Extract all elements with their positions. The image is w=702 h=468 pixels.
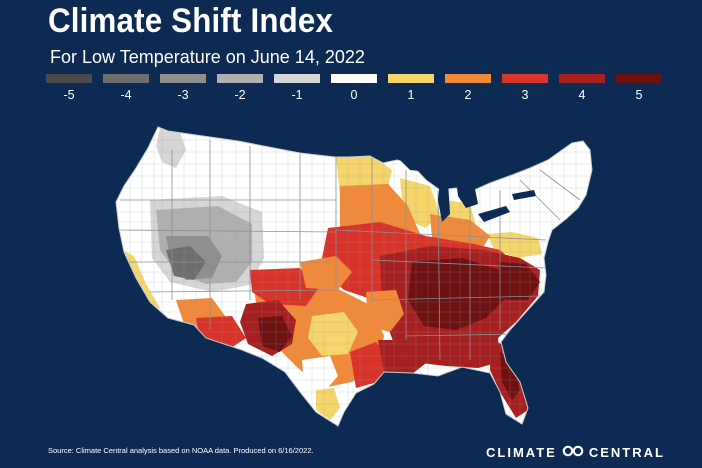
csi-regions	[118, 128, 542, 420]
legend-label: -1	[291, 88, 303, 102]
legend-swatch	[559, 74, 605, 83]
legend-item: 4	[559, 74, 605, 110]
legend-swatch	[616, 74, 662, 83]
legend-item: -4	[103, 74, 149, 110]
brand-name-left: CLIMATE	[486, 445, 557, 460]
legend-label: -4	[120, 88, 132, 102]
lake-superior	[400, 158, 448, 172]
legend-swatch	[445, 74, 491, 83]
legend-swatch	[388, 74, 434, 83]
legend-item: -2	[217, 74, 263, 110]
lake-michigan	[438, 182, 450, 222]
region-ok-orange	[300, 256, 352, 290]
source-note: Source: Climate Central analysis based o…	[48, 446, 314, 455]
map-title: Climate Shift Index	[48, 2, 334, 40]
state-borders	[117, 140, 581, 361]
legend-item: 2	[445, 74, 491, 110]
legend-item: 3	[502, 74, 548, 110]
color-legend: -5 -4 -3 -2 -1 0 1 2 3 4 5	[46, 74, 666, 110]
region-northwest-grey	[156, 128, 186, 168]
region-big-bend	[258, 316, 292, 352]
brand-logo: CLIMATE CENTRAL	[486, 445, 665, 460]
infinity-logo-icon	[562, 445, 584, 460]
legend-swatch	[46, 74, 92, 83]
region-louisiana-dark	[378, 340, 430, 374]
legend-label: -2	[234, 88, 246, 102]
legend-item: -3	[160, 74, 206, 110]
region-nm-red	[250, 268, 320, 306]
legend-item: -1	[274, 74, 320, 110]
legend-label: 0	[350, 88, 358, 102]
region-south-tx-white	[302, 356, 338, 392]
legend-item: 5	[616, 74, 662, 110]
legend-label: 2	[464, 88, 472, 102]
legend-swatch	[160, 74, 206, 83]
legend-swatch	[331, 74, 377, 83]
legend-item: 1	[388, 74, 434, 110]
region-central-tx-yellow	[308, 312, 358, 356]
map-land	[115, 126, 593, 427]
legend-item: -5	[46, 74, 92, 110]
legend-label: 3	[521, 88, 529, 102]
lake-ontario	[512, 190, 536, 200]
lake-huron	[456, 180, 478, 208]
legend-swatch	[502, 74, 548, 83]
legend-swatch	[103, 74, 149, 83]
brand-name-right: CENTRAL	[588, 445, 665, 460]
region-carolinas-dark	[498, 262, 540, 300]
legend-label: 4	[578, 88, 586, 102]
region-east-tx-orange	[366, 290, 404, 332]
map-subtitle: For Low Temperature on June 14, 2022	[50, 47, 365, 67]
great-lakes	[400, 158, 536, 222]
legend-label: -5	[63, 88, 75, 102]
legend-swatch	[217, 74, 263, 83]
us-border-outline	[115, 126, 593, 427]
legend-label: 1	[407, 88, 415, 102]
legend-label: 5	[635, 88, 643, 102]
legend-swatch	[274, 74, 320, 83]
legend-item: 0	[331, 74, 377, 110]
legend-label: -3	[177, 88, 189, 102]
lake-erie	[478, 206, 510, 222]
